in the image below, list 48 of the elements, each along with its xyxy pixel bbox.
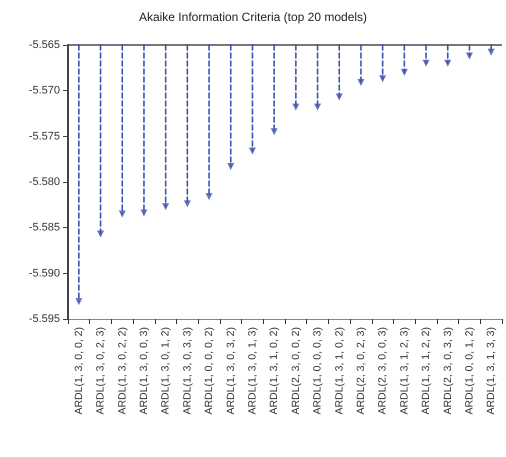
y-tick-label: -5.590 xyxy=(28,267,60,280)
point xyxy=(400,68,408,76)
y-tick-label: -5.575 xyxy=(28,130,60,142)
y-tick-label: -5.595 xyxy=(28,313,60,325)
point xyxy=(162,203,170,210)
point xyxy=(270,128,278,136)
x-tick-label: ARDL(2, 3, 0, 0, 2) xyxy=(290,327,302,415)
x-tick-label: ARDL(1, 3, 0, 1, 3) xyxy=(246,327,258,415)
x-tick-label: ARDL(1, 3, 0, 3, 3) xyxy=(181,327,194,415)
point xyxy=(357,78,364,86)
x-tick-label: ARDL(2, 3, 0, 2, 3) xyxy=(354,327,367,415)
x-tick-label: ARDL(1, 0, 0, 1, 2) xyxy=(463,327,476,415)
point xyxy=(75,298,82,306)
x-tick-label: ARDL(1, 3, 0, 0, 2) xyxy=(72,327,85,415)
x-tick-label: ARDL(1, 3, 0, 2, 2) xyxy=(116,327,128,415)
x-tick-label: ARDL(1, 3, 1, 2, 3) xyxy=(398,327,410,415)
point xyxy=(206,193,213,200)
x-tick-label: ARDL(1, 3, 0, 3, 2) xyxy=(224,327,237,415)
x-tick-label: ARDL(1, 3, 0, 2, 3) xyxy=(94,327,107,415)
x-tick-label: ARDL(1, 3, 1, 3, 3) xyxy=(485,327,498,415)
point xyxy=(118,210,126,218)
x-tick-label: ARDL(1, 3, 1, 2, 2) xyxy=(420,327,432,415)
point xyxy=(184,200,191,208)
point xyxy=(227,162,234,170)
x-tick-label: ARDL(1, 3, 1, 0, 2) xyxy=(268,327,280,415)
point xyxy=(140,210,148,217)
point xyxy=(248,147,256,154)
x-tick-label: ARDL(1, 0, 0, 0, 3) xyxy=(312,327,324,415)
point xyxy=(97,230,104,238)
x-tick-label: ARDL(1, 3, 0, 1, 2) xyxy=(160,327,172,415)
point xyxy=(292,104,300,111)
point xyxy=(336,94,343,101)
point xyxy=(379,75,386,82)
x-tick-label: ARDL(2, 3, 0, 0, 3) xyxy=(376,327,389,415)
x-tick-label: ARDL(1, 3, 0, 0, 3) xyxy=(138,327,150,415)
chart-title: Akaike Information Criteria (top 20 models) xyxy=(138,10,368,24)
y-tick-label: -5.585 xyxy=(28,222,60,234)
point xyxy=(488,48,495,56)
x-tick-label: ARDL(2, 3, 0, 3, 3) xyxy=(442,327,454,415)
point xyxy=(314,104,322,111)
y-tick-label: -5.565 xyxy=(28,39,60,51)
y-tick-label: -5.570 xyxy=(28,84,60,97)
x-tick-label: ARDL(1, 0, 0, 0, 2) xyxy=(203,327,216,415)
y-tick-label: -5.580 xyxy=(28,176,60,188)
x-tick-label: ARDL(1, 3, 1, 0, 2) xyxy=(333,327,346,415)
point xyxy=(466,52,473,60)
point xyxy=(444,60,452,67)
point xyxy=(422,60,430,67)
